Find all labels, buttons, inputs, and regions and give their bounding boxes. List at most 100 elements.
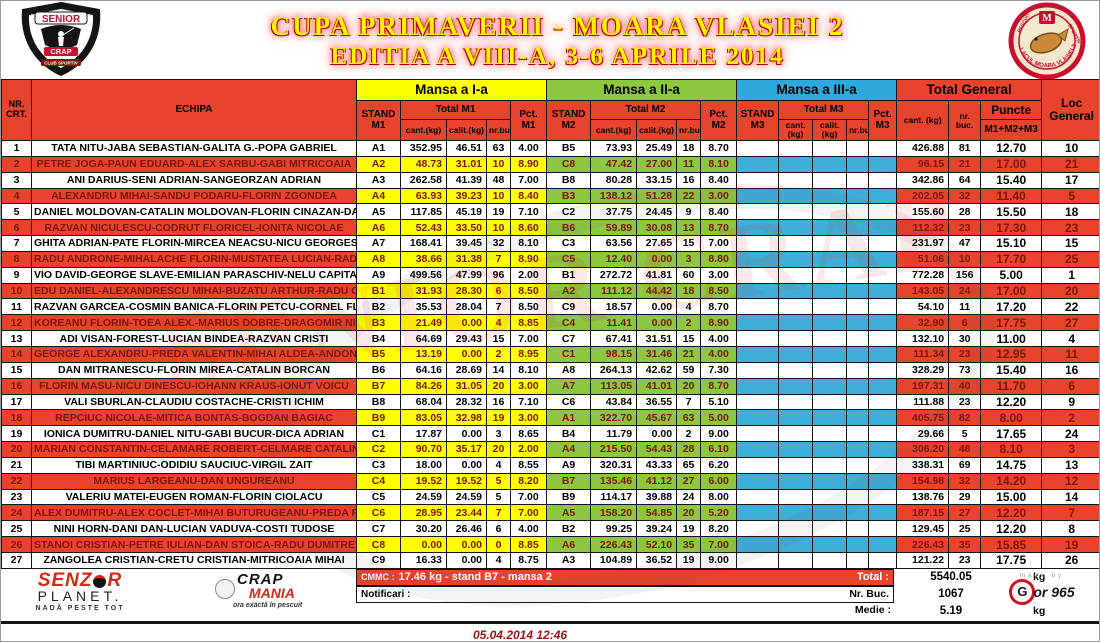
cell-loc-general: 5 <box>1041 187 1099 205</box>
medie-label: Medie : <box>854 603 891 616</box>
cell-m3-buc <box>846 250 870 268</box>
cell-m3-pct <box>868 330 898 347</box>
cell-loc-general: 10 <box>1041 140 1099 157</box>
cell-m1-calit: 28.30 <box>446 282 487 300</box>
crap-mania-line2: MANIA <box>249 584 295 601</box>
table-row: 17 VALI SBURLAN-CLAUDIU COSTACHE-CRISTI I… <box>1 393 1099 411</box>
cell-total-puncte: 17.20 <box>980 298 1043 316</box>
cell-m2-stand: C8 <box>546 155 592 173</box>
cell-total-buc: 29 <box>948 488 982 506</box>
cell-m2-cant: 111.12 <box>590 282 638 300</box>
cell-m1-stand: C7 <box>356 520 401 538</box>
cell-loc-general: 27 <box>1041 314 1099 332</box>
cell-loc-general: 14 <box>1041 488 1099 506</box>
cell-m3-buc <box>846 140 870 157</box>
cell-m3-buc <box>846 187 870 205</box>
cell-total-puncte: 17.70 <box>980 250 1043 268</box>
col-header-total-m3: Total M3 <box>778 100 870 120</box>
cell-m1-buc: 19 <box>486 409 511 427</box>
cell-m3-buc <box>846 266 870 284</box>
table-row: 14 GEORGE ALEXANDRU-PREDA VALENTIN-MIHAI … <box>1 345 1099 363</box>
cell-m1-pct: 8.10 <box>509 235 548 252</box>
cell-m3-pct <box>868 171 898 189</box>
cell-total-buc: 30 <box>948 330 982 347</box>
cell-m3-buc <box>846 504 870 522</box>
cell-m1-buc: 48 <box>486 171 511 189</box>
cell-loc-general: 23 <box>1041 219 1099 237</box>
cell-m1-cant: 19.52 <box>400 472 447 490</box>
cell-total-buc: 35 <box>948 536 982 553</box>
cell-total-buc: 69 <box>948 456 982 474</box>
cell-m3-calit <box>812 441 848 458</box>
cell-m1-calit: 29.43 <box>446 330 487 347</box>
notificari-label: Notificari : <box>361 588 411 600</box>
cell-m1-stand: A5 <box>356 203 401 221</box>
cell-m3-calit <box>812 330 848 347</box>
cell-team: STANOI CRISTIAN-PETRE IULIAN-DAN STOICA-… <box>31 536 357 553</box>
col-header-total-m1: Total M1 <box>400 100 511 120</box>
cell-m2-stand: A9 <box>546 456 592 474</box>
cell-m3-cant <box>778 488 814 506</box>
cell-m1-buc: 6 <box>486 282 511 300</box>
col-header-formula: M1+M2+M3 <box>980 119 1043 141</box>
cell-m2-cant: 37.75 <box>590 203 638 221</box>
cell-m2-stand: C3 <box>546 235 592 252</box>
cell-total-cant: 772.28 <box>896 266 950 284</box>
cell-total-puncte: 17.00 <box>980 282 1043 300</box>
cell-nr: 14 <box>1 345 32 363</box>
cell-m2-buc: 15 <box>676 330 702 347</box>
cell-m3-pct <box>868 219 898 237</box>
cell-m3-buc <box>846 203 870 221</box>
cell-m1-calit: 45.19 <box>446 203 487 221</box>
cell-m3-cant <box>778 235 814 252</box>
cell-m2-stand: A2 <box>546 282 592 300</box>
cell-m2-cant: 215.50 <box>590 441 638 458</box>
cell-total-cant: 143.05 <box>896 282 950 300</box>
cell-m3-cant <box>778 393 814 411</box>
cell-m1-pct: 8.90 <box>509 250 548 268</box>
table-row: 1 TATA NITU-JABA SEBASTIAN-GALITA G.-POPA… <box>1 140 1099 157</box>
table-row: 6 RAZVAN NICULESCU-CODRUT FLORICEL-IONITA… <box>1 219 1099 237</box>
cell-m3-pct <box>868 409 898 427</box>
cell-m1-stand: C6 <box>356 504 401 522</box>
cell-m3-calit <box>812 536 848 553</box>
cell-m1-calit: 39.23 <box>446 187 487 205</box>
cell-total-buc: 21 <box>948 155 982 173</box>
cell-loc-general: 7 <box>1041 504 1099 522</box>
cell-m2-pct: 9.00 <box>700 425 738 443</box>
cell-m3-pct <box>868 282 898 300</box>
cell-nr: 4 <box>1 187 32 205</box>
cell-m2-calit: 45.67 <box>636 409 678 427</box>
cell-m2-cant: 47.42 <box>590 155 638 173</box>
cell-team: VALERIU MATEI-EUGEN ROMAN-FLORIN CIOLACU <box>31 488 357 506</box>
cell-m2-calit: 33.15 <box>636 171 678 189</box>
table-row: 26 STANOI CRISTIAN-PETRE IULIAN-DAN STOIC… <box>1 536 1099 553</box>
cell-nr: 20 <box>1 441 32 458</box>
cell-m2-stand: A3 <box>546 551 592 569</box>
cell-m1-pct: 8.55 <box>509 456 548 474</box>
cell-nr: 27 <box>1 551 32 569</box>
table-row: 4 ALEXANDRU MIHAI-SANDU PODARU-FLORIN ZGO… <box>1 187 1099 205</box>
cell-m3-buc <box>846 361 870 379</box>
cell-total-puncte: 8.00 <box>980 409 1043 427</box>
cell-m3-stand <box>736 266 780 284</box>
cell-m3-pct <box>868 345 898 363</box>
cell-loc-general: 2 <box>1041 409 1099 427</box>
cell-m2-pct: 8.70 <box>700 377 738 395</box>
cell-m1-cant: 84.26 <box>400 377 447 395</box>
cell-m2-buc: 16 <box>676 171 702 189</box>
cell-total-puncte: 15.85 <box>980 536 1043 553</box>
cell-m3-buc <box>846 456 870 474</box>
cell-m2-cant: 264.13 <box>590 361 638 379</box>
cell-m2-calit: 30.08 <box>636 219 678 237</box>
cell-total-buc: 64 <box>948 171 982 189</box>
group-header-mansa3: Mansa a III-a <box>736 79 898 101</box>
golf-ball-icon <box>215 578 235 599</box>
col-header-tg-cant: cant. (kg) <box>896 100 950 141</box>
cell-m2-calit: 0.00 <box>636 425 678 443</box>
cell-m3-pct <box>868 536 898 553</box>
cell-total-puncte: 12.70 <box>980 140 1043 157</box>
cell-nr: 6 <box>1 219 32 237</box>
cell-loc-general: 8 <box>1041 520 1099 538</box>
col-header-stand-m1: STAND M1 <box>356 100 401 141</box>
